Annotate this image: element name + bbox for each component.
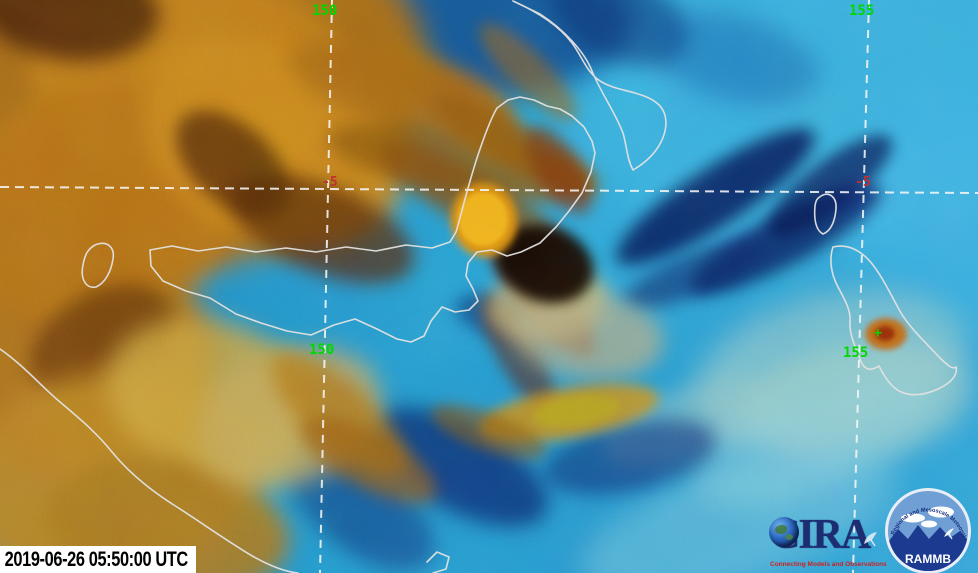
cira-logo: CIRA Connecting Models and Observations <box>769 514 887 570</box>
rammb-wordmark: RAMMB <box>905 552 951 566</box>
hotspot-plus-marker: + <box>874 326 882 341</box>
longitude-label-155-top: 155 <box>849 3 875 19</box>
longitude-label-150-mid: 150 <box>309 342 335 358</box>
cira-tagline: Connecting Models and Observations <box>770 561 887 568</box>
latitude-label-minus5-left: -5 <box>322 175 338 190</box>
longitude-label-150-top: 150 <box>312 3 338 19</box>
mountains-graphic <box>888 525 968 571</box>
rammb-logo: Regional and Mesoscale Meteorology Branc… <box>884 487 971 573</box>
timestamp-label: 2019-06-26 05:50:00 UTC <box>4 547 189 571</box>
badge-dish-icon <box>944 528 954 537</box>
satellite-dish-icon <box>864 532 877 547</box>
earth-globe-icon <box>769 517 799 547</box>
clouds-graphic <box>901 506 954 528</box>
longitude-label-155-mid: 155 <box>843 345 869 361</box>
latitude-label-minus5-right: -5 <box>855 175 871 190</box>
timestamp-bar: 2019-06-26 05:50:00 UTC <box>0 546 196 573</box>
